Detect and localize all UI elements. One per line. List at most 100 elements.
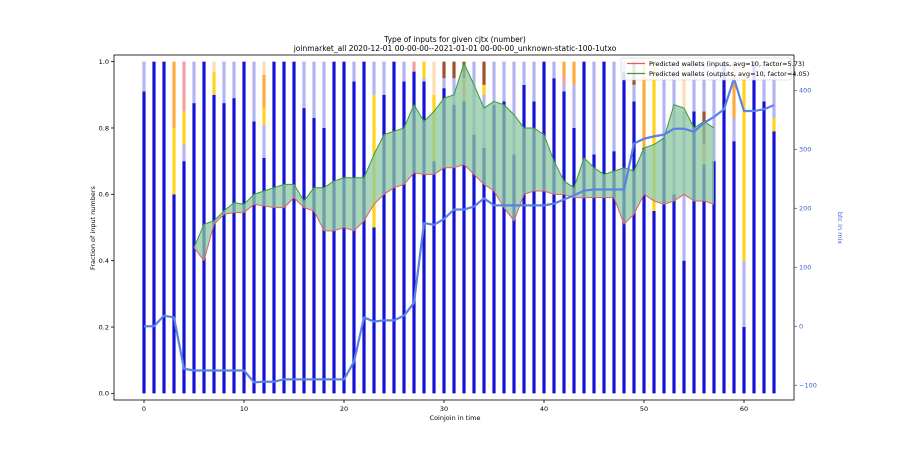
bar-segment-fresh	[582, 61, 586, 394]
bar-segment-fresh	[252, 121, 256, 394]
bar-segment-light	[632, 84, 636, 102]
bar-segment-fresh	[402, 81, 406, 394]
bar-segment-fresh	[552, 78, 556, 394]
bar-segment-light	[552, 61, 556, 79]
bar-segment-fresh	[502, 101, 506, 394]
bar-segment-fresh	[262, 157, 266, 394]
bar-segment-fresh	[422, 81, 426, 394]
bar-segment-fresh	[562, 91, 566, 394]
bar-segment-pink	[182, 61, 186, 112]
y-tick-label: 0.4	[99, 257, 109, 265]
bar-segment-fresh	[392, 61, 396, 394]
bar-segment-fresh	[142, 91, 146, 394]
bar-segment-light	[372, 61, 376, 95]
bar-segment-fresh	[672, 194, 676, 394]
x-tick-label: 0	[142, 405, 146, 413]
y2-tick-label: 300	[799, 146, 811, 154]
bar-segment-light	[352, 61, 356, 82]
y-tick-label: 0.6	[99, 191, 109, 199]
bar-segment-yellow	[422, 61, 426, 79]
bar-segment-light	[522, 61, 526, 85]
bars-layer	[142, 61, 776, 394]
bar-segment-fresh	[432, 161, 436, 394]
bar-segment-fresh	[682, 260, 686, 394]
bar-segment-fresh	[352, 81, 356, 394]
bar-segment-peach	[262, 61, 266, 75]
y-axis-left: 0.0 0.2 0.4 0.6 0.8 1.0	[99, 58, 114, 398]
bar-segment-light	[302, 61, 306, 109]
bar-segment-fresh	[712, 161, 716, 394]
x-tick-label: 40	[540, 405, 548, 413]
bar-segment-yellow	[742, 61, 746, 261]
bar-segment-fresh	[752, 61, 756, 394]
bar-segment-fresh	[602, 61, 606, 394]
y-tick-label: 0.0	[99, 390, 109, 398]
x-tick-label: 60	[740, 405, 748, 413]
bar-segment-fresh	[482, 147, 486, 394]
bar-segment-light	[422, 78, 426, 82]
y2-tick-label: −100	[799, 382, 817, 390]
bar-segment-light	[312, 61, 316, 119]
bar-segment-fresh	[152, 61, 156, 394]
x-axis: 0 10 20 30 40 50 60	[142, 400, 748, 413]
bar-segment-light	[222, 61, 226, 104]
bar-segment-light	[452, 78, 456, 105]
bar-segment-fresh	[462, 101, 466, 394]
bar-segment-light	[662, 61, 666, 138]
bar-segment-light	[402, 61, 406, 82]
bar-segment-peach	[432, 61, 436, 95]
bar-segment-brown	[452, 61, 456, 79]
bar-segment-fresh	[762, 101, 766, 394]
bar-segment-light	[562, 84, 566, 92]
bar-segment-fresh	[272, 61, 276, 394]
bar-segment-fresh	[182, 161, 186, 394]
y-tick-label: 0.2	[99, 323, 109, 331]
y2-axis-label: btc in mix	[836, 212, 844, 244]
bar-segment-fresh	[312, 118, 316, 394]
bar-segment-fresh	[572, 127, 576, 394]
bar-segment-light	[502, 61, 506, 102]
y-tick-label: 0.8	[99, 124, 109, 132]
bar-segment-fresh	[622, 71, 626, 394]
bar-segment-fresh	[492, 104, 496, 394]
y-tick-label: 1.0	[99, 58, 109, 66]
bar-segment-light	[262, 124, 266, 158]
bar-segment-fresh	[632, 101, 636, 394]
x-tick-label: 10	[240, 405, 248, 413]
bar-segment-brown	[442, 61, 446, 79]
btc-in-mix-line	[144, 77, 775, 384]
bar-segment-yellow	[182, 111, 186, 145]
bar-segment-orange	[732, 61, 736, 119]
bar-segment-fresh	[652, 210, 656, 394]
bar-segment-light	[252, 61, 256, 122]
bar-segment-light	[712, 61, 716, 162]
bar-segment-light	[592, 61, 596, 155]
bar-segment-fresh	[362, 61, 366, 394]
legend-label-inputs: Predicted wallets (inputs, avg=10, facto…	[649, 60, 805, 68]
x-tick-label: 50	[640, 405, 648, 413]
bar-segment-light	[762, 61, 766, 102]
bar-segment-fresh	[742, 327, 746, 394]
legend: Predicted wallets (inputs, avg=10, facto…	[620, 57, 809, 81]
y-axis-label: Fraction of input numbers	[89, 185, 97, 269]
bar-segment-yellow	[772, 118, 776, 132]
bar-segment-light	[772, 71, 776, 119]
bar-segment-light	[232, 61, 236, 99]
bar-segment-fresh	[282, 61, 286, 394]
bar-segment-fresh	[522, 84, 526, 394]
predicted-wallets-inputs-line	[193, 163, 715, 262]
chart-title: Type of inputs for given cjtx (number)	[383, 35, 526, 44]
bar-segment-light	[512, 61, 516, 155]
bar-segment-light	[692, 61, 696, 112]
bar-segment-fresh	[642, 147, 646, 394]
bar-segment-peach	[682, 61, 686, 112]
y2-tick-label: 0	[799, 323, 803, 331]
bar-segment-fresh	[692, 111, 696, 394]
bar-segment-fresh	[322, 127, 326, 394]
lines-layer	[144, 62, 775, 384]
bar-segment-fresh	[452, 104, 456, 394]
bar-segment-light	[492, 61, 496, 105]
bar-segment-yellow	[262, 108, 266, 125]
legend-label-outputs: Predicted wallets (outputs, avg=10, fact…	[649, 70, 809, 78]
